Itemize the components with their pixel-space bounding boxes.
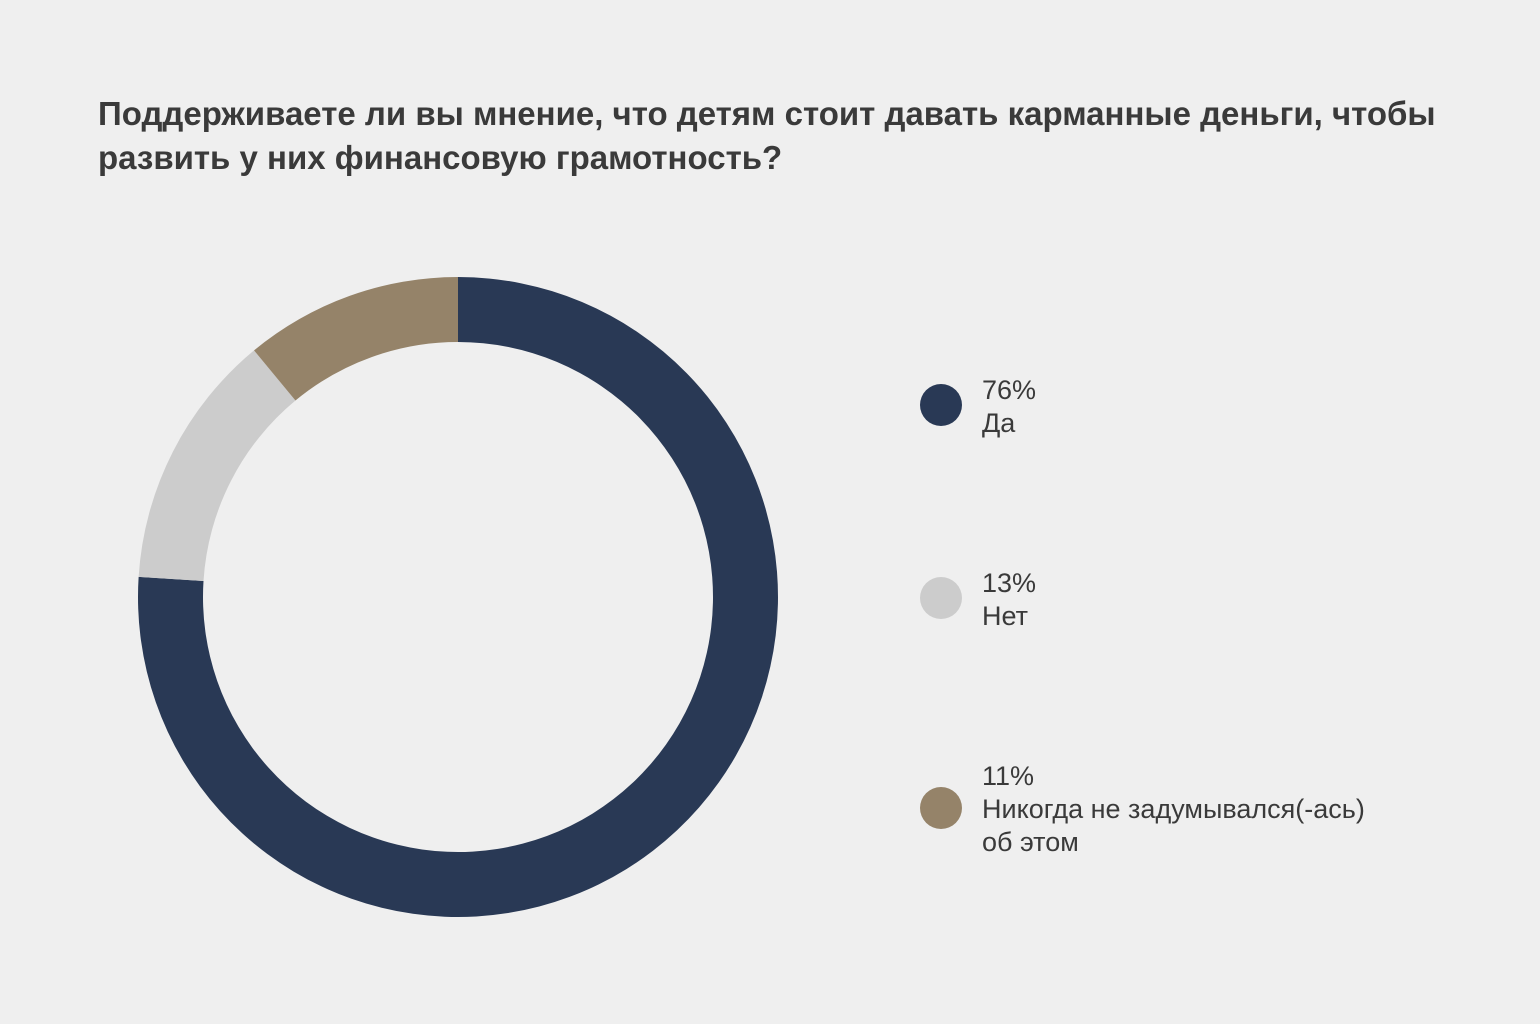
legend-marker-no bbox=[920, 577, 962, 619]
legend-text-yes: 76% Да bbox=[982, 374, 1462, 440]
legend-marker-yes bbox=[920, 384, 962, 426]
legend-marker-never bbox=[920, 787, 962, 829]
legend-label-never: Никогда не задумывался(-ась) об этом bbox=[982, 794, 1365, 857]
legend-label-yes: Да bbox=[982, 408, 1016, 438]
donut-slice-no bbox=[138, 350, 296, 581]
legend-value-never: 11% bbox=[982, 761, 1035, 791]
donut-slice-never bbox=[254, 277, 458, 401]
chart-title: Поддерживаете ли вы мнение, что детям ст… bbox=[98, 95, 1436, 176]
legend: 76% Да 13% Нет 11% Никогда не задумывалс… bbox=[918, 0, 1478, 1024]
legend-label-no: Нет bbox=[982, 601, 1028, 631]
legend-text-no: 13% Нет bbox=[982, 567, 1462, 633]
legend-text-never: 11% Никогда не задумывался(-ась) об этом bbox=[982, 760, 1462, 859]
legend-value-yes: 76% bbox=[982, 375, 1037, 405]
legend-value-no: 13% bbox=[982, 568, 1037, 598]
